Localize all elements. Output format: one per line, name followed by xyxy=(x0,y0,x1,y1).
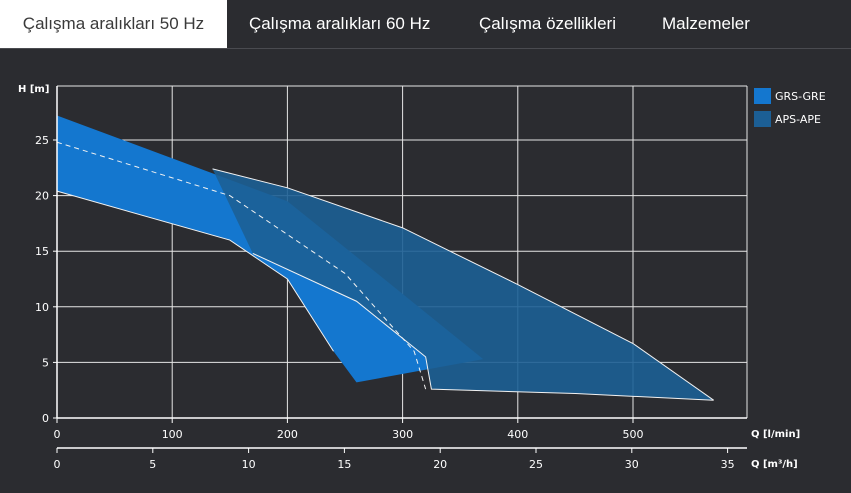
y-tick-label: 10 xyxy=(35,301,49,314)
y-tick-label: 5 xyxy=(42,356,49,369)
legend-label-grs-gre: GRS-GRE xyxy=(775,90,826,103)
x2-axis-label: Q [m³/h] xyxy=(751,459,798,470)
curve-grs-gre-lower xyxy=(56,190,334,352)
x-tick-label: 0 xyxy=(54,428,61,441)
curve-aps-ape-upper xyxy=(212,168,714,401)
x2-tick-label: 0 xyxy=(54,458,61,471)
x-tick-label: 500 xyxy=(623,428,644,441)
x2-tick-label: 5 xyxy=(149,458,156,471)
x2-tick-label: 25 xyxy=(529,458,543,471)
y-tick-label: 15 xyxy=(35,245,49,258)
area-aps-ape xyxy=(212,168,714,401)
x2-tick-label: 10 xyxy=(242,458,256,471)
y-tick-label: 0 xyxy=(42,412,49,425)
y-tick-label: 25 xyxy=(35,134,49,147)
tab-bar: Çalışma aralıkları 50 Hz Çalışma aralıkl… xyxy=(0,0,851,49)
x2-tick-label: 20 xyxy=(433,458,447,471)
tab-operating-ranges-60hz[interactable]: Çalışma aralıkları 60 Hz xyxy=(249,14,431,33)
x-tick-label: 300 xyxy=(392,428,413,441)
x-axis-label: Q [l/min] xyxy=(751,429,800,440)
legend-swatch-grs-gre xyxy=(754,88,771,104)
legend-swatch-aps-ape xyxy=(754,111,771,127)
y-tick-label: 20 xyxy=(35,190,49,203)
legend-label-aps-ape: APS-APE xyxy=(775,113,821,126)
x2-tick-label: 15 xyxy=(337,458,351,471)
legend: GRS-GRE APS-APE xyxy=(754,88,826,127)
x2-tick-label: 35 xyxy=(721,458,735,471)
curve-aps-ape-lower xyxy=(252,252,714,401)
curve-grs-gre-dashed xyxy=(56,141,427,390)
y-axis-label: H [m] xyxy=(18,84,49,95)
x-tick-label: 200 xyxy=(277,428,298,441)
tab-materials[interactable]: Malzemeler xyxy=(662,14,750,33)
x2-tick-label: 30 xyxy=(625,458,639,471)
x-tick-label: 100 xyxy=(162,428,183,441)
x-tick-label: 400 xyxy=(507,428,528,441)
tab-operating-features[interactable]: Çalışma özellikleri xyxy=(479,14,616,33)
tab-operating-ranges-50hz[interactable]: Çalışma aralıkları 50 Hz xyxy=(0,0,227,48)
chart-axes: 0 5 10 15 20 25 0 100 200 300 400 500 0 5 10 15 20 25 30 35 xyxy=(35,86,747,471)
chart-series xyxy=(56,115,714,401)
